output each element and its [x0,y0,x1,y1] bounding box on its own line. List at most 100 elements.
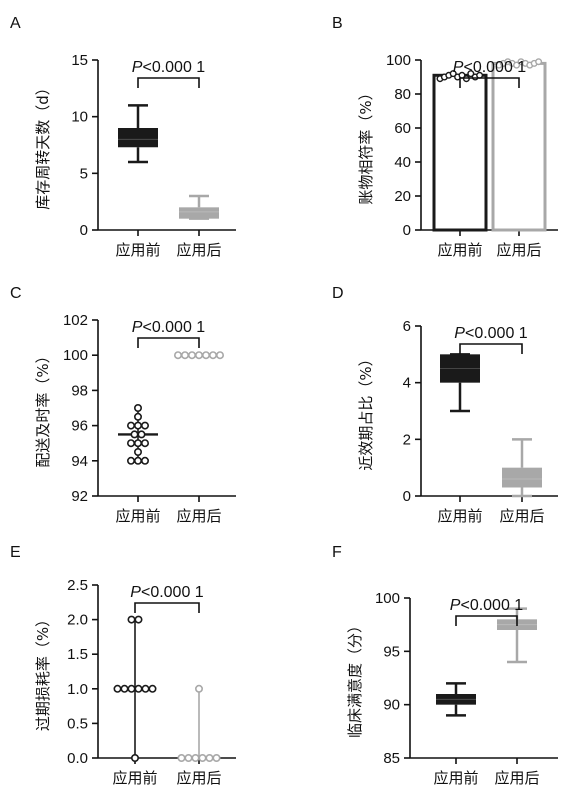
y-tick-label: 15 [71,52,88,69]
y-tick-label: 0.0 [67,750,88,767]
y-tick-label: 40 [394,154,411,171]
x-tick-label: 应用前 [437,507,482,525]
panel-b: B 0 20 40 60 80 100 应用前 应用后 账物相符率（%） P<0.000 1 [332,15,558,259]
data-point [131,753,140,762]
p-value-label: P<0.000 1 [130,584,204,601]
x-tick-label: 应用后 [176,769,221,787]
y-tick-label: 100 [375,590,400,607]
data-point [198,753,207,762]
box-body [502,467,542,488]
data-point [174,351,183,360]
y-axis-label: 配送及时率（%） [34,348,52,467]
data-point [141,684,150,693]
box-after [179,194,219,220]
data-point [127,615,136,624]
data-point [195,351,204,360]
panel-f: F 85 90 95 100 应用前 应用后 临床满意度（分） P<0.000 1 [332,544,558,787]
y-tick-label: 95 [383,643,400,660]
panel-d: D 0 2 4 6 应用前 应用后 近效期占比（%） P<0.000 1 [332,285,558,525]
panel-letter: E [10,544,21,561]
significance-bracket: P<0.000 1 [453,59,527,88]
y-tick-label: 2.0 [67,612,88,629]
x-tick-label: 应用前 [112,769,157,787]
data-point [513,61,521,69]
y-tick-label: 80 [394,86,411,103]
x-tick-label: 应用后 [176,507,221,525]
y-tick-label: 98 [71,382,88,399]
p-value-label: P<0.000 1 [132,319,206,336]
p-value-label: P<0.000 1 [453,59,527,76]
y-axis-label: 临床满意度（分） [346,618,364,738]
y-tick-label: 94 [71,453,88,470]
bar-before [432,70,488,232]
data-point [181,351,190,360]
data-point [188,351,197,360]
p-value-label: P<0.000 1 [454,325,528,342]
data-point [148,684,157,693]
bracket-line [459,77,520,88]
bar [432,73,488,232]
data-point [127,456,136,465]
box-before [436,682,476,717]
x-tick-label: 应用前 [115,241,160,259]
data-point [209,351,218,360]
scatter-before [113,615,157,762]
scatter-after [177,684,221,762]
y-tick-label: 92 [71,488,88,505]
data-point [137,430,146,439]
p-value-label: P<0.000 1 [132,59,206,76]
box-body [179,207,219,219]
y-tick-label: 1.0 [67,681,88,698]
panel-letter: D [332,285,344,302]
data-point [134,403,143,412]
significance-bracket: P<0.000 1 [132,59,206,88]
scatter-after [174,351,225,360]
y-tick-label: 90 [383,697,400,714]
data-point [449,70,457,78]
data-point [134,412,143,421]
y-tick-label: 20 [394,188,411,205]
y-tick-label: 102 [63,312,88,329]
scatter-before [118,403,158,465]
data-point [141,421,150,430]
data-point [134,684,143,693]
data-point [130,430,139,439]
data-point [212,753,221,762]
data-point [127,421,136,430]
panel-letter: C [10,285,22,302]
y-axis-label: 账物相符率（%） [357,85,375,204]
y-tick-label: 60 [394,120,411,137]
y-tick-label: 2.5 [67,577,88,594]
bracket-line [134,602,200,613]
bracket-line [137,77,200,88]
x-tick-label: 应用后 [176,241,221,259]
y-tick-label: 0 [403,488,411,505]
data-point [202,351,211,360]
panel-letter: F [332,544,342,561]
box-before [440,353,480,413]
box-before [118,104,158,164]
x-tick-label: 应用前 [115,507,160,525]
data-point [141,456,150,465]
y-tick-label: 85 [383,750,400,767]
data-point [134,447,143,456]
box-body [440,354,480,383]
panel-letter: A [10,15,21,32]
bracket-line [455,615,518,626]
data-point [134,421,143,430]
y-axis-label: 库存周转天数（d） [34,80,52,210]
data-point [535,58,543,66]
x-tick-label: 应用后 [496,241,541,259]
y-axis-label: 近效期占比（%） [357,351,375,470]
significance-bracket: P<0.000 1 [450,597,523,626]
significance-bracket: P<0.000 1 [454,325,528,354]
data-point [127,684,136,693]
data-point [205,753,214,762]
data-point [177,753,186,762]
x-tick-label: 应用后 [499,507,544,525]
panel-c: C 92 94 96 98 100 102 应用前 应用后 配送及时率（%） P<0.000 1 [10,285,236,525]
bar-after [491,58,547,232]
data-point [141,439,150,448]
data-point [134,456,143,465]
